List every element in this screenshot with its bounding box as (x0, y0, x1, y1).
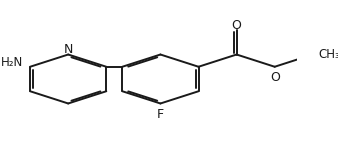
Text: O: O (271, 71, 281, 84)
Text: O: O (232, 19, 242, 32)
Text: H₂N: H₂N (1, 56, 23, 69)
Text: N: N (64, 43, 73, 56)
Text: F: F (157, 108, 164, 121)
Text: CH₃: CH₃ (318, 48, 338, 61)
